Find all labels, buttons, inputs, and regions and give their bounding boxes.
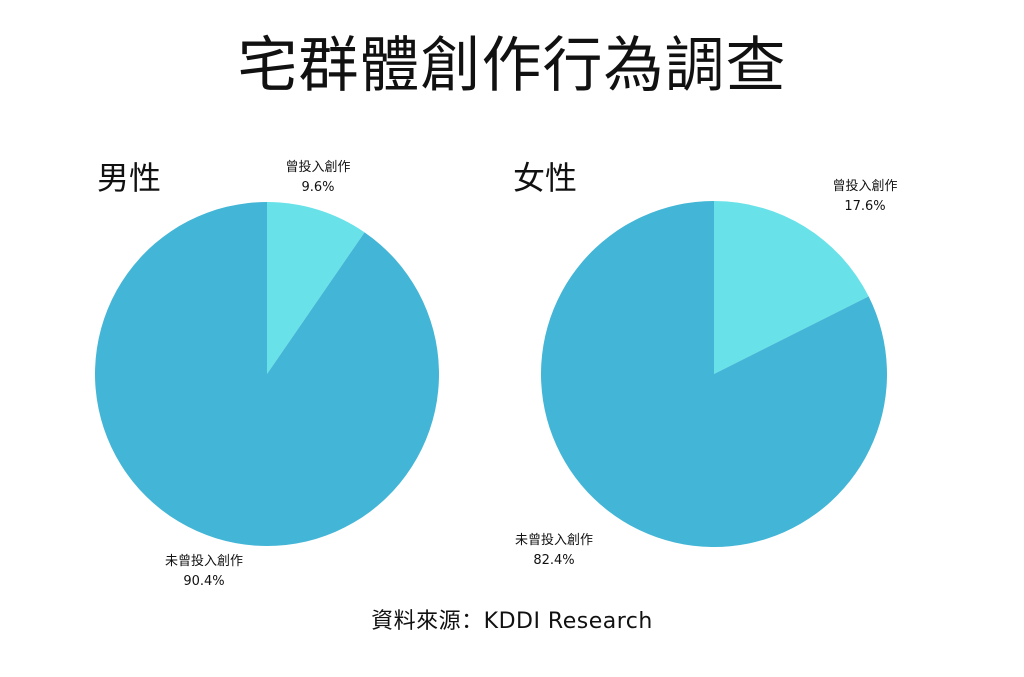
page-title: 宅群體創作行為調查 [237, 31, 787, 101]
female-not-created-label: 未曾投入創作 82.4% [484, 531, 624, 571]
female-not-created-category: 未曾投入創作 [514, 533, 593, 548]
male-pie-chart [94, 202, 439, 546]
male-created-category: 曾投入創作 [285, 160, 351, 175]
female-pie-chart [541, 201, 887, 547]
source-note: 資料來源：KDDI Research [371, 609, 653, 634]
female-created-label: 曾投入創作 17.6% [795, 177, 935, 217]
male-pie-slice-not-created [94, 202, 439, 546]
male-not-created-percent: 90.4% [183, 574, 225, 589]
female-not-created-percent: 82.4% [533, 553, 575, 568]
female-created-percent: 17.6% [844, 199, 886, 214]
male-created-label: 曾投入創作 9.6% [248, 158, 388, 198]
female-pie-slice-created [714, 201, 869, 374]
male-pie-slice-created [267, 202, 365, 374]
male-chart-title: 男性 [97, 159, 162, 197]
male-created-percent: 9.6% [301, 180, 335, 195]
female-pie-slice-not-created [541, 201, 887, 547]
male-not-created-category: 未曾投入創作 [164, 554, 243, 569]
female-created-category: 曾投入創作 [832, 179, 898, 194]
female-chart-title: 女性 [513, 159, 578, 197]
male-not-created-label: 未曾投入創作 90.4% [134, 552, 274, 592]
